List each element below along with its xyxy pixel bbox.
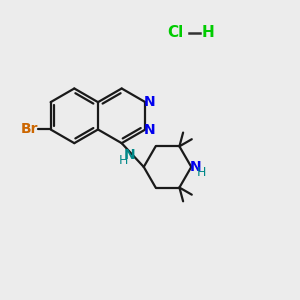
Text: Br: Br [21,122,39,136]
Text: H: H [202,25,214,40]
Text: N: N [190,160,202,174]
Text: H: H [119,154,128,167]
Text: N: N [124,148,135,162]
Text: N: N [144,94,155,109]
Text: Cl: Cl [167,25,183,40]
Text: N: N [144,123,155,137]
Text: H: H [197,167,206,179]
